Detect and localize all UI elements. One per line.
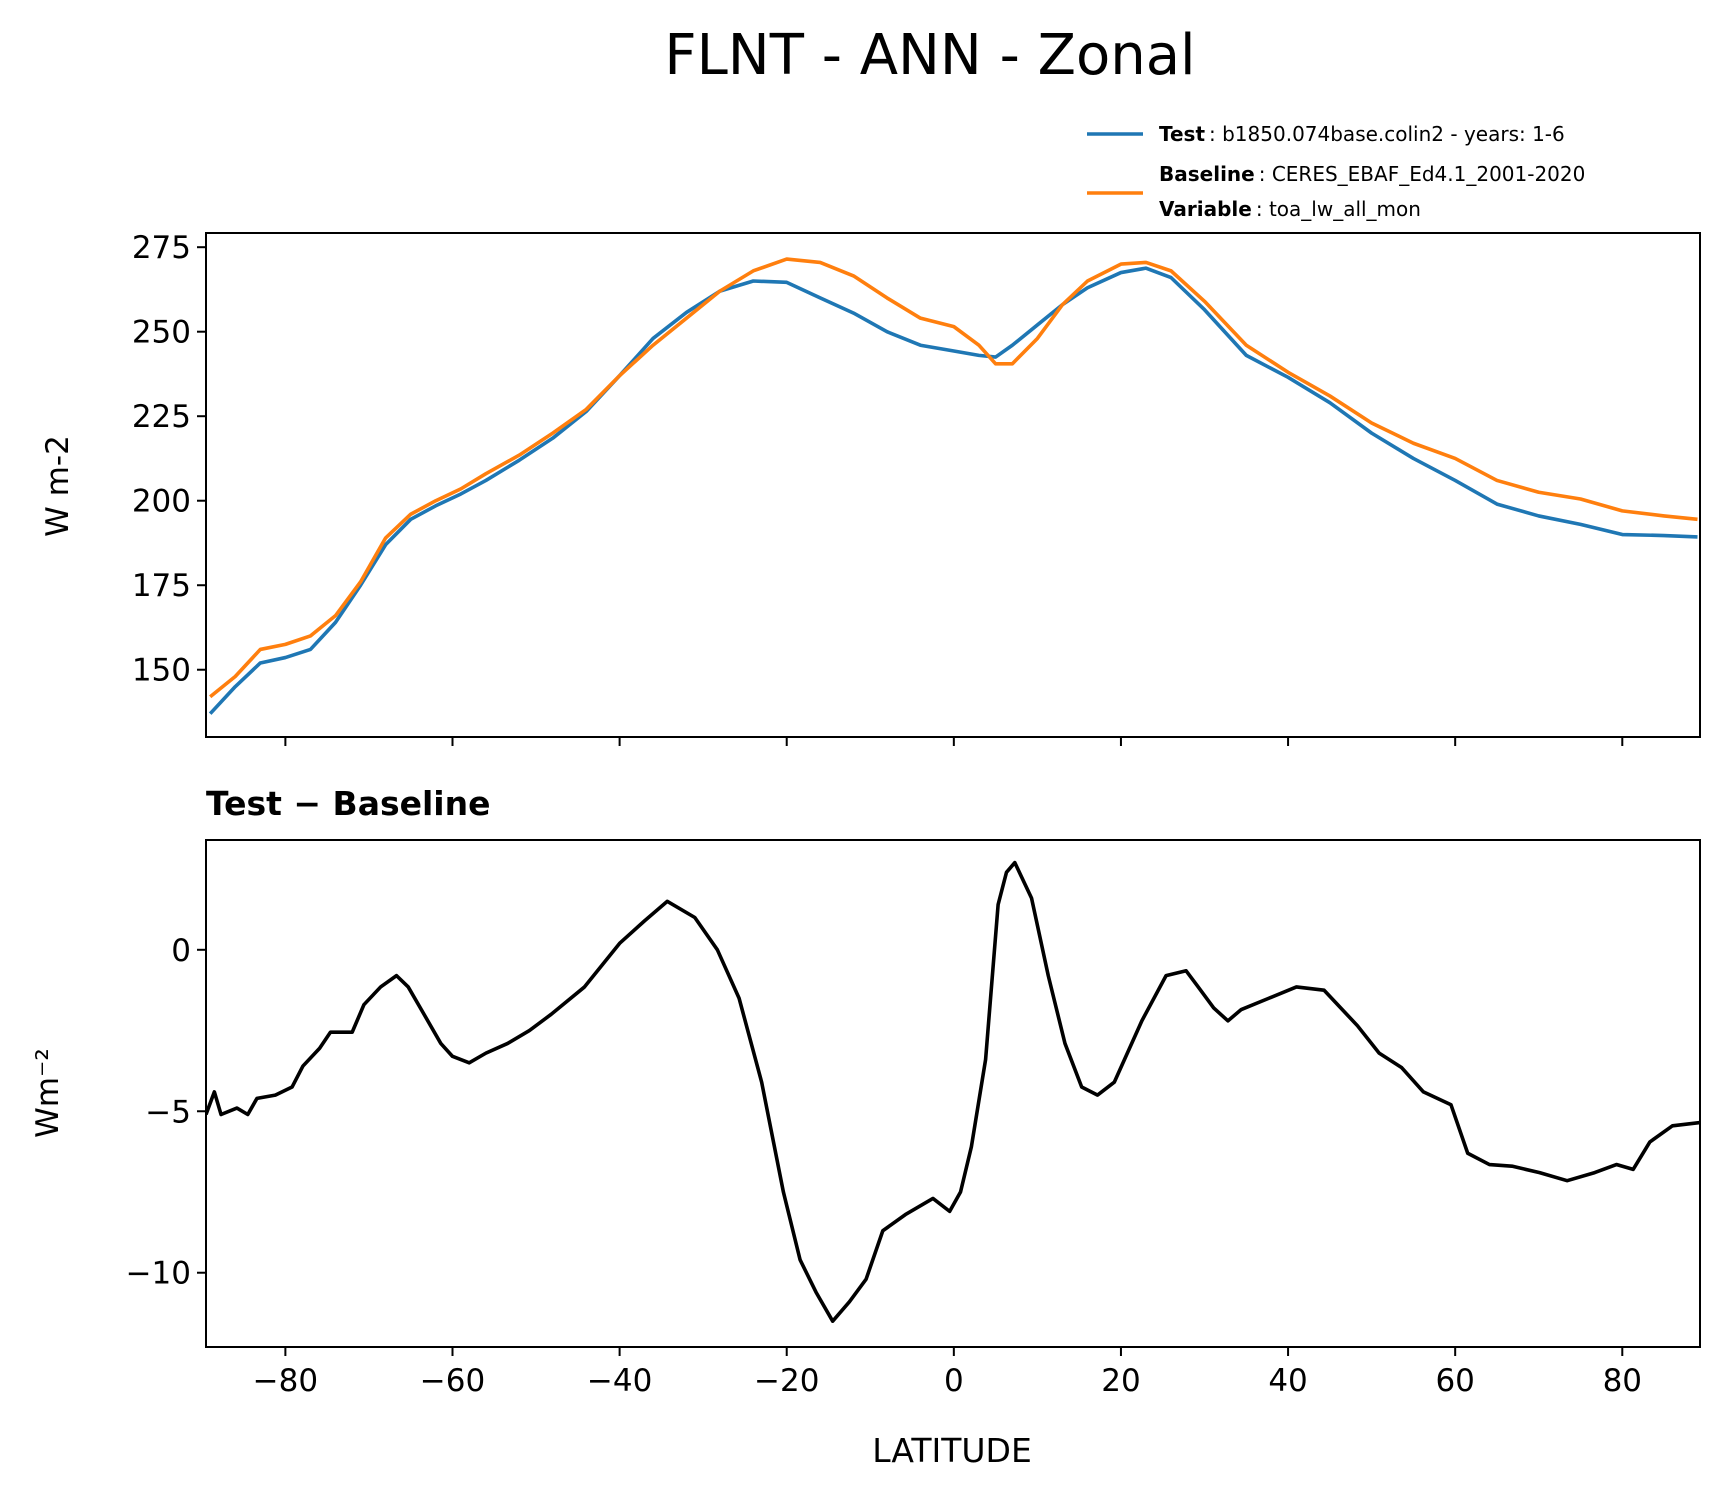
legend-note: Variable: toa_lw_all_mon bbox=[1159, 197, 1421, 221]
chart-title: FLNT - ANN - Zonal bbox=[664, 23, 1195, 88]
x-tick-label: −20 bbox=[754, 1363, 819, 1399]
x-tick-label: 40 bbox=[1268, 1363, 1307, 1399]
x-tick-label: 20 bbox=[1101, 1363, 1140, 1399]
y-axis-label: Wm⁻² bbox=[30, 1048, 66, 1138]
x-tick-label: 0 bbox=[944, 1363, 964, 1399]
plot-frame bbox=[205, 839, 1701, 1348]
y-tick-label: 275 bbox=[132, 230, 191, 266]
x-tick-label: −60 bbox=[420, 1363, 485, 1399]
data-line bbox=[208, 266, 1698, 715]
data-line bbox=[206, 860, 1700, 1323]
legend-detail: : CERES_EBAF_Ed4.1_2001-2020 bbox=[1259, 162, 1586, 186]
x-tick-label: 80 bbox=[1603, 1363, 1642, 1399]
y-tick-label: 150 bbox=[132, 653, 191, 689]
y-tick-label: 250 bbox=[132, 315, 191, 351]
legend-detail: : b1850.074base.colin2 - years: 1-6 bbox=[1209, 122, 1565, 146]
y-tick-label: −10 bbox=[126, 1256, 191, 1292]
y-tick-label: 0 bbox=[171, 933, 191, 969]
x-tick-label: −80 bbox=[253, 1363, 318, 1399]
x-axis-label: LATITUDE bbox=[872, 1431, 1032, 1470]
legend-entry: Baseline: CERES_EBAF_Ed4.1_2001-2020 bbox=[1159, 162, 1585, 186]
x-tick-label: −40 bbox=[587, 1363, 652, 1399]
x-tick-label: 60 bbox=[1435, 1363, 1474, 1399]
y-tick-label: 175 bbox=[132, 568, 191, 604]
y-tick-label: −5 bbox=[145, 1094, 191, 1130]
y-axis-label: W m-2 bbox=[40, 435, 76, 537]
y-tick-label: 200 bbox=[132, 484, 191, 520]
data-line bbox=[209, 257, 1698, 699]
legend-name: Baseline bbox=[1159, 162, 1255, 186]
subplot-title: Test − Baseline bbox=[206, 784, 491, 823]
legend-note-text: : toa_lw_all_mon bbox=[1256, 197, 1421, 221]
plot-frame bbox=[205, 232, 1701, 738]
legend-entry: Test: b1850.074base.colin2 - years: 1-6 bbox=[1159, 122, 1565, 146]
legend-note-name: Variable bbox=[1159, 197, 1252, 221]
legend-name: Test bbox=[1159, 122, 1205, 146]
y-tick-label: 225 bbox=[132, 399, 191, 435]
